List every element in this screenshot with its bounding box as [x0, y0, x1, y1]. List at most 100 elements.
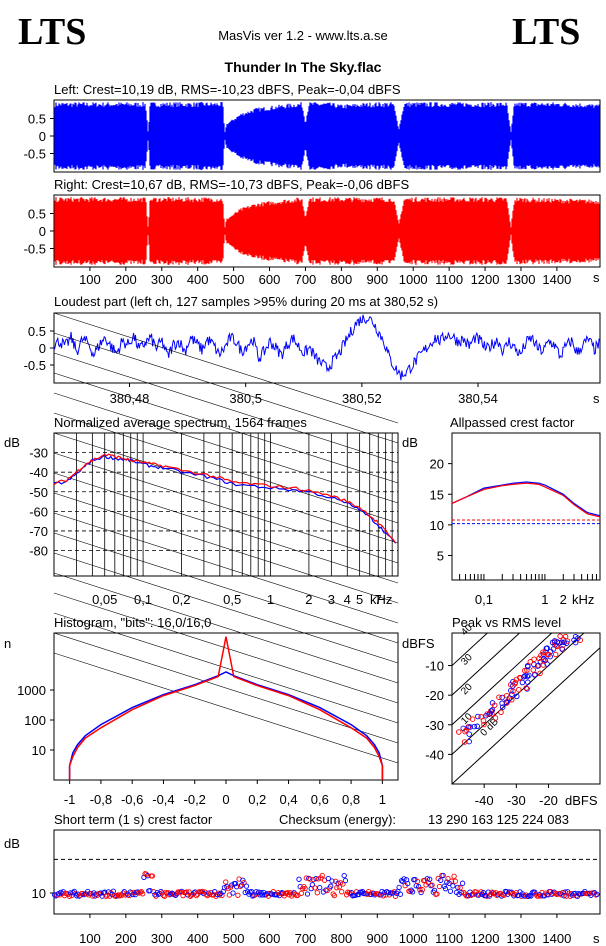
- st-crest-point: [287, 890, 294, 896]
- st-crest-point: [397, 891, 404, 897]
- loudest-xtick-label: 380,5: [229, 391, 262, 406]
- right-waveform-xtick-label: 1100: [435, 272, 463, 287]
- pvr-point: [489, 707, 496, 713]
- st-crest-point: [342, 877, 349, 884]
- right-waveform-envelope: [54, 197, 600, 265]
- st-crest-point: [237, 883, 244, 889]
- loudest-ytick-label: 0: [39, 341, 46, 356]
- st-crest-point: [314, 890, 320, 896]
- spectrum-ytick-label: -70: [29, 524, 48, 539]
- pvr-point: [519, 679, 526, 686]
- st-crest-point: [368, 891, 374, 898]
- pvr-point: [514, 693, 520, 700]
- histogram-right-line: [68, 636, 384, 780]
- pvr-point: [526, 672, 532, 679]
- st-crest-xtick-label: 200: [115, 931, 137, 946]
- pvr-point: [527, 659, 534, 665]
- st-crest-point: [230, 890, 236, 896]
- st-crest-point: [304, 891, 311, 897]
- st-crest-point: [450, 883, 456, 889]
- spectrum-slope-line: [53, 312, 399, 424]
- pvr-point: [545, 651, 552, 658]
- st-crest-point: [103, 893, 109, 899]
- st-crest-point: [503, 889, 510, 895]
- pvr-diagonal: [451, 632, 520, 696]
- st-crest-point: [451, 873, 457, 879]
- st-crest-point: [568, 891, 574, 897]
- st-crest-point: [99, 893, 105, 899]
- pvr-xtick-label: -30: [507, 793, 526, 808]
- pvr-point: [484, 711, 490, 717]
- pvr-point: [475, 713, 481, 720]
- st-crest-ytick-label: 10: [32, 886, 46, 901]
- left-waveform-ytick-label: 0.5: [28, 112, 46, 127]
- histogram-xtick-label: 0,4: [280, 792, 298, 807]
- pvr-point: [509, 696, 515, 703]
- right-waveform-xtick-label: 200: [115, 272, 137, 287]
- st-crest-xtick-label: 300: [151, 931, 173, 946]
- pvr-point: [575, 635, 581, 641]
- st-crest-point: [115, 892, 121, 898]
- right-waveform-xtick-label: 600: [259, 272, 281, 287]
- pvr-point: [466, 738, 472, 745]
- pvr-xtick-label: -20: [539, 793, 558, 808]
- right-xlabel: s: [593, 270, 600, 285]
- histogram-xtick-label: 0,2: [248, 792, 266, 807]
- spectrum-slope-line: [53, 432, 399, 544]
- histogram-xtick-label: -1: [64, 792, 76, 807]
- st-crest-point: [235, 892, 241, 898]
- st-crest-point: [523, 892, 529, 898]
- st-crest-point: [80, 890, 86, 897]
- pvr-ytick-label: -30: [425, 718, 444, 733]
- st-crest-point: [172, 892, 179, 898]
- crest-frame: [451, 432, 601, 581]
- pvr-frame: [451, 632, 601, 785]
- pvr-point: [564, 638, 571, 644]
- left-waveform-ytick-label: -0.5: [24, 147, 46, 162]
- spectrum-slope-line: [53, 352, 399, 464]
- st-crest-point: [390, 890, 396, 896]
- crest-ytick-label: 5: [437, 549, 444, 564]
- right-waveform-ytick-label: 0: [39, 224, 46, 239]
- right-waveform-xtick-label: 300: [151, 272, 173, 287]
- loudest-xtick-label: 380,52: [342, 391, 382, 406]
- pvr-point: [525, 663, 531, 670]
- st-crest-point: [70, 890, 76, 896]
- st-crest-point: [252, 892, 258, 898]
- loudest-xlabel: s: [593, 391, 600, 406]
- right-waveform-xtick-label: 800: [331, 272, 353, 287]
- st-crest-point: [149, 873, 156, 879]
- right-waveform-ytick-label: 0.5: [28, 207, 46, 222]
- histogram-xtick-label: -0,2: [184, 792, 206, 807]
- spectrum-xtick-label: 2: [305, 592, 312, 607]
- st-crest-xtick-label: 900: [366, 931, 388, 946]
- spectrum-slope-line: [53, 452, 399, 564]
- st-crest-point: [445, 875, 451, 882]
- st-crest-xtick-label: 700: [295, 931, 317, 946]
- st-crest-point: [468, 892, 474, 898]
- pvr-point: [522, 673, 528, 679]
- loudest-xtick-label: 380,54: [458, 391, 498, 406]
- pvr-point: [499, 694, 505, 701]
- spectrum-slope-line: [53, 392, 399, 504]
- pvr-diagonal-label: 20: [459, 681, 475, 697]
- histogram-ylabel: n: [4, 636, 11, 651]
- histogram-xtick-label: 0: [222, 792, 229, 807]
- st-crest-point: [83, 891, 90, 897]
- pvr-point: [474, 723, 480, 730]
- right-waveform-xtick-label: 1400: [542, 272, 571, 287]
- st-crest-point: [567, 893, 573, 899]
- st-crest-point: [442, 886, 449, 892]
- st-crest-point: [455, 884, 461, 891]
- st-crest-point: [511, 893, 517, 899]
- st-crest-point: [375, 891, 382, 897]
- pvr-point: [508, 687, 514, 694]
- pvr-point: [556, 640, 562, 646]
- st-crest-xtick-label: 1000: [399, 931, 428, 946]
- right-waveform-xtick-label: 900: [366, 272, 388, 287]
- histogram-ytick-label: 100: [24, 713, 46, 728]
- crest-title: Allpassed crest factor: [450, 415, 575, 430]
- left-waveform-envelope: [54, 102, 600, 170]
- crest-xtick-label: 1: [541, 592, 548, 607]
